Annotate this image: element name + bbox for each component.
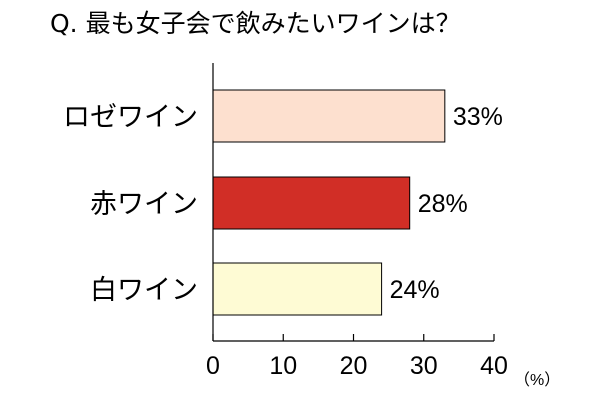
x-tick-label-10: 10 — [269, 352, 297, 380]
x-tick-label-40: 40 — [480, 352, 508, 380]
category-label-2: 赤ワイン — [90, 189, 198, 220]
x-tick-label-30: 30 — [410, 352, 438, 380]
x-axis: 0 10 20 30 40 — [206, 63, 508, 380]
x-tick-label-0: 0 — [206, 352, 220, 380]
bar-2 — [212, 176, 411, 230]
value-label-1: 33% — [453, 103, 503, 131]
bar-1 — [212, 89, 446, 143]
x-tick-label-20: 20 — [340, 352, 368, 380]
x-axis-unit-label: （%） — [514, 371, 560, 389]
category-label-1: ロゼワイン — [63, 102, 198, 133]
bars-layer: ロゼワイン 33% 赤ワイン 28% 白ワイン 24% — [63, 89, 503, 316]
value-label-3: 24% — [390, 276, 440, 304]
value-label-2: 28% — [418, 190, 468, 218]
category-label-3: 白ワイン — [90, 275, 198, 306]
bar-3 — [212, 262, 383, 316]
chart-title: Q. 最も女子会で飲みたいワインは？ — [50, 9, 461, 38]
